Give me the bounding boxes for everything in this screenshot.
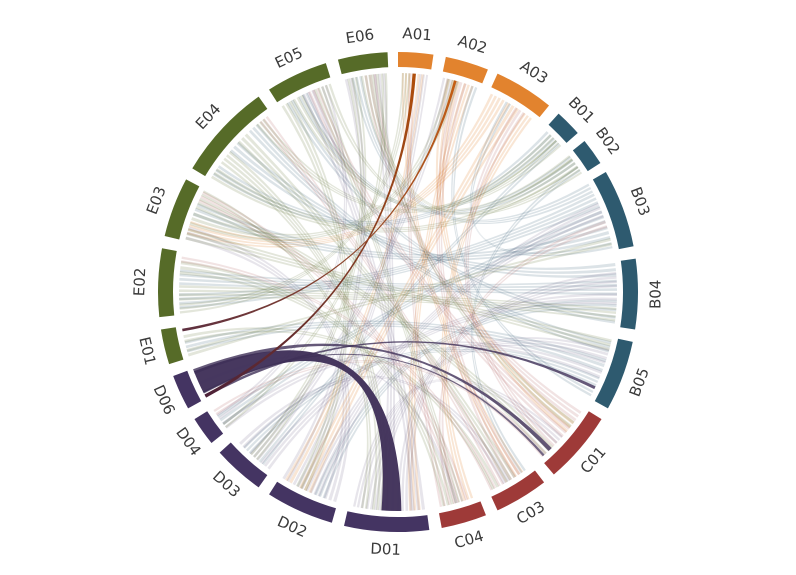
chord-ribbon-E02-B04 [179,285,617,311]
segment-label-D01: D01 [370,539,401,558]
segment-label-E01: E01 [135,335,159,367]
segment-label-E03: E03 [143,184,170,217]
chord-ribbon-E04-B01 [259,121,555,212]
highlight-ribbons-layer [182,73,596,511]
chord-ribbon-E05-C04 [321,86,464,502]
segment-label-E02: E02 [130,267,149,296]
segment-arcs-layer [157,52,638,533]
segment-arc-B03 [592,172,634,250]
chord-ribbon-A03-D02 [299,102,511,489]
segment-arc-B05 [594,338,633,409]
chord-ribbon-D02-E03 [186,231,348,501]
segment-label-C03: C03 [513,497,548,528]
chord-ribbon-A01-C03 [404,73,521,476]
chord-ribbon-E06-D03 [253,77,364,458]
chord-ribbon-E04-B01 [262,118,552,211]
segment-arc-D01 [344,511,430,533]
segment-label-B01: B01 [565,93,598,127]
segment-label-D02: D02 [275,512,310,541]
chord-ribbon-B04-E02 [179,273,617,288]
segment-arc-C04 [439,501,486,528]
segment-label-D06: D06 [150,382,179,417]
segment-arc-A02 [442,56,488,84]
chord-ribbon-E03-B05 [187,228,612,343]
segment-arc-E05 [269,63,331,103]
segment-arc-A03 [491,73,550,118]
chord-ribbon-D02-E06 [282,78,364,480]
segment-label-B03: B03 [627,185,654,219]
segment-label-C04: C04 [452,527,485,552]
segment-label-B04: B04 [646,280,664,310]
chord-ribbon-E04-B01 [256,123,558,213]
segment-arc-C01 [544,411,602,475]
segment-arc-B01 [548,113,578,143]
chord-ribbon-E03-B05 [186,232,611,347]
chord-ribbon-B04-E02 [179,277,618,291]
segment-label-A01: A01 [402,24,433,44]
chord-ribbon-B04-E02 [179,269,617,286]
chord-ribbon-E06-D03 [250,78,362,456]
chord-ribbon-B04-E02 [179,282,617,296]
segment-arc-E04 [192,96,268,177]
segment-label-E04: E04 [192,100,225,133]
segment-arc-B04 [620,258,638,330]
ribbons-layer [179,73,618,512]
segment-arc-D02 [269,481,336,523]
segment-arc-D06 [173,370,202,409]
chord-ribbon-D04-E05 [216,86,346,417]
chord-ribbon-E02-B04 [179,293,616,318]
chord-ribbon-E03-A02 [189,80,460,242]
chord-ribbon-D02-E06 [286,77,366,482]
segment-label-A03: A03 [517,57,551,88]
segment-arc-C03 [491,470,545,511]
segment-arc-D04 [194,411,224,444]
segment-arc-B02 [572,140,601,172]
chord-ribbon-C04-A01 [409,73,446,507]
segment-arc-A01 [398,52,434,70]
segment-arc-E06 [337,52,389,75]
chord-ribbon-E01-B03 [187,242,612,357]
segment-arc-E02 [157,248,177,318]
segment-arc-D03 [219,442,268,488]
segment-label-D03: D03 [209,467,244,501]
chord-ribbon-E02-B04 [179,289,617,314]
segment-label-B05: B05 [626,365,653,399]
segment-label-D04: D04 [172,424,204,459]
chord-ribbon-E03-B05 [185,236,610,351]
segment-label-C01: C01 [577,443,610,477]
segment-label-A02: A02 [456,32,489,58]
segment-arc-E01 [160,327,184,365]
segment-label-E06: E06 [344,25,375,47]
segment-label-E05: E05 [272,44,306,72]
chord-ribbon-E01-B03 [186,237,611,352]
chord-ribbon-B03-A03 [471,103,612,255]
segment-arc-E03 [164,179,200,240]
segment-label-B02: B02 [592,124,624,158]
chord-ribbon-D01-E06 [377,73,393,511]
